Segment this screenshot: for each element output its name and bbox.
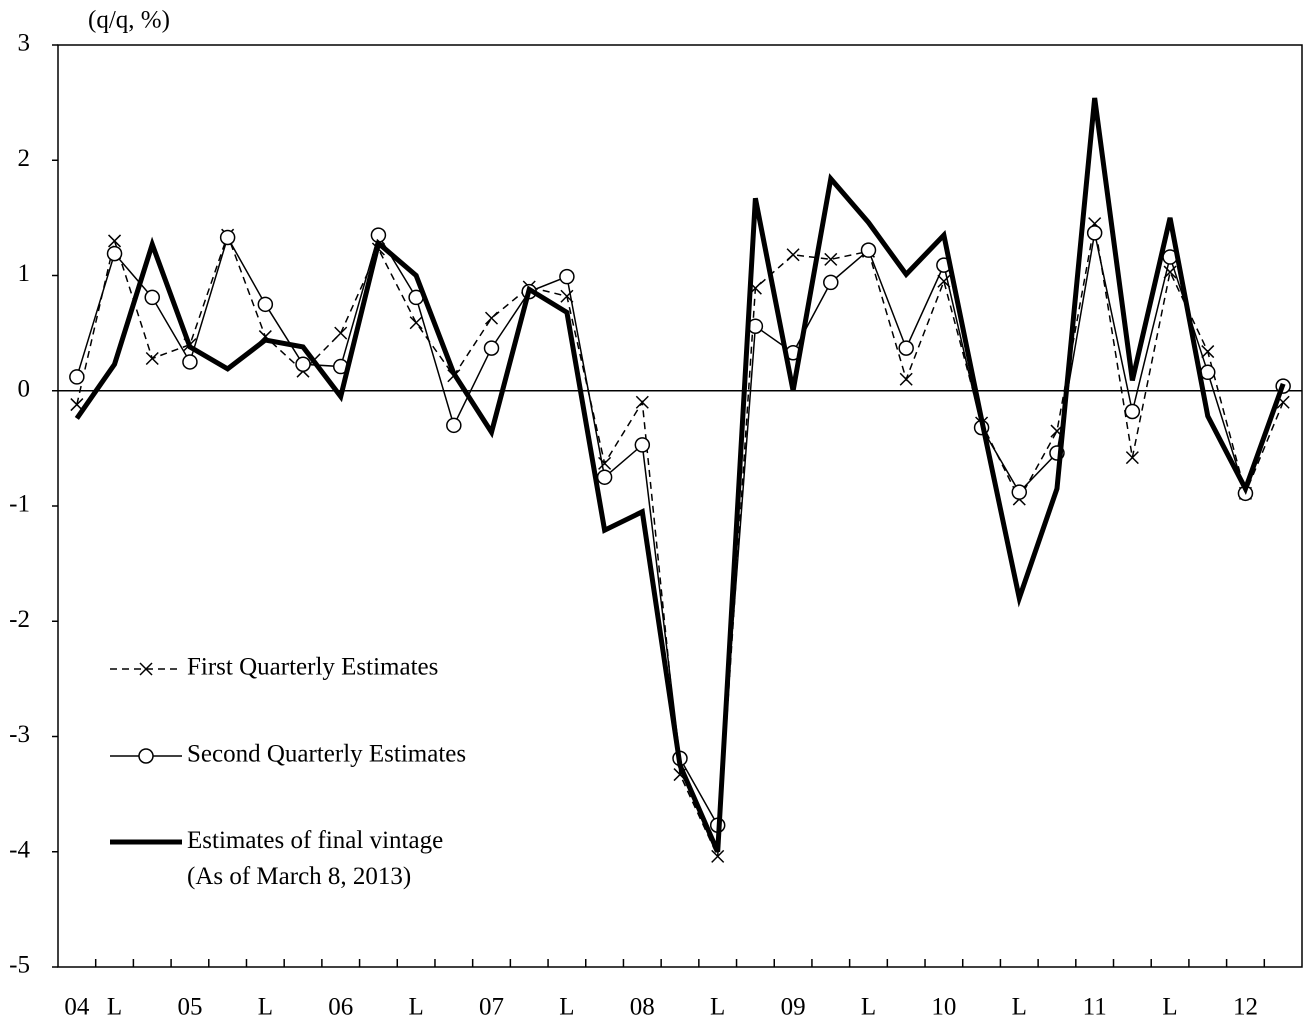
x-tick-label: L — [258, 994, 273, 1021]
x-tick-label: 08 — [630, 994, 655, 1021]
marker-x — [635, 395, 649, 409]
marker-circle — [182, 354, 198, 370]
marker-x — [711, 849, 725, 863]
marker-circle — [483, 340, 500, 356]
marker-circle — [257, 296, 274, 313]
marker-circle — [1086, 225, 1103, 241]
x-tick-label: L — [1162, 994, 1177, 1021]
y-tick-label: -3 — [9, 721, 30, 748]
x-tick-label: L — [1012, 994, 1027, 1021]
x-tick-label: 07 — [479, 994, 504, 1021]
x-tick-label: L — [710, 994, 725, 1021]
marker-x — [786, 248, 800, 262]
x-tick-label: 12 — [1233, 994, 1258, 1021]
marker-circle — [144, 289, 160, 306]
marker-x — [484, 311, 499, 325]
marker-circle — [860, 242, 877, 258]
y-tick-label: -1 — [9, 491, 30, 518]
x-tick-label: 05 — [177, 994, 202, 1021]
marker-circle — [219, 229, 236, 246]
x-tick-label: L — [107, 994, 122, 1021]
marker-x — [145, 351, 159, 366]
marker-circle — [1124, 403, 1141, 420]
marker-circle — [634, 437, 651, 453]
x-tick-label: 11 — [1083, 994, 1107, 1021]
x-tick-label: 09 — [781, 994, 806, 1021]
y-tick-label: 1 — [18, 260, 31, 287]
y-tick-label: -4 — [9, 836, 30, 863]
marker-x — [409, 316, 423, 330]
legend-label: Second Quarterly Estimates — [187, 741, 466, 768]
x-tick-label: L — [408, 994, 423, 1021]
marker-circle — [295, 356, 311, 372]
marker-circle — [823, 274, 839, 291]
legend-label: First Quarterly Estimates — [187, 654, 438, 681]
x-tick-label: L — [559, 994, 574, 1021]
marker-circle — [138, 748, 154, 764]
marker-circle — [69, 369, 85, 385]
marker-circle — [596, 469, 613, 485]
marker-x — [1201, 345, 1215, 359]
marker-circle — [106, 245, 123, 262]
y-tick-label: 0 — [18, 375, 31, 402]
marker-circle — [1011, 484, 1028, 500]
x-tick-label: 04 — [64, 994, 90, 1021]
legend-label: Estimates of final vintage (As of March 8… — [187, 827, 443, 890]
y-tick-label: 3 — [18, 30, 31, 57]
series-line — [74, 97, 1286, 853]
marker-x — [139, 662, 153, 676]
marker-x — [824, 252, 838, 266]
x-tick-label: L — [861, 994, 876, 1021]
marker-x — [899, 372, 913, 386]
marker-circle — [898, 340, 914, 356]
y-tick-label: 2 — [18, 145, 31, 172]
y-tick-label: -2 — [9, 606, 30, 633]
x-tick-label: 06 — [328, 994, 353, 1021]
marker-circle — [446, 417, 462, 434]
marker-x — [108, 234, 122, 248]
y-axis-label: (q/q, %) — [88, 7, 170, 34]
y-tick-label: -5 — [9, 952, 30, 979]
marker-circle — [559, 268, 575, 285]
x-tick-label: 10 — [931, 994, 956, 1021]
marker-x — [334, 326, 348, 340]
marker-x — [598, 456, 612, 470]
marker-x — [1125, 451, 1139, 465]
series-line — [76, 232, 1284, 828]
